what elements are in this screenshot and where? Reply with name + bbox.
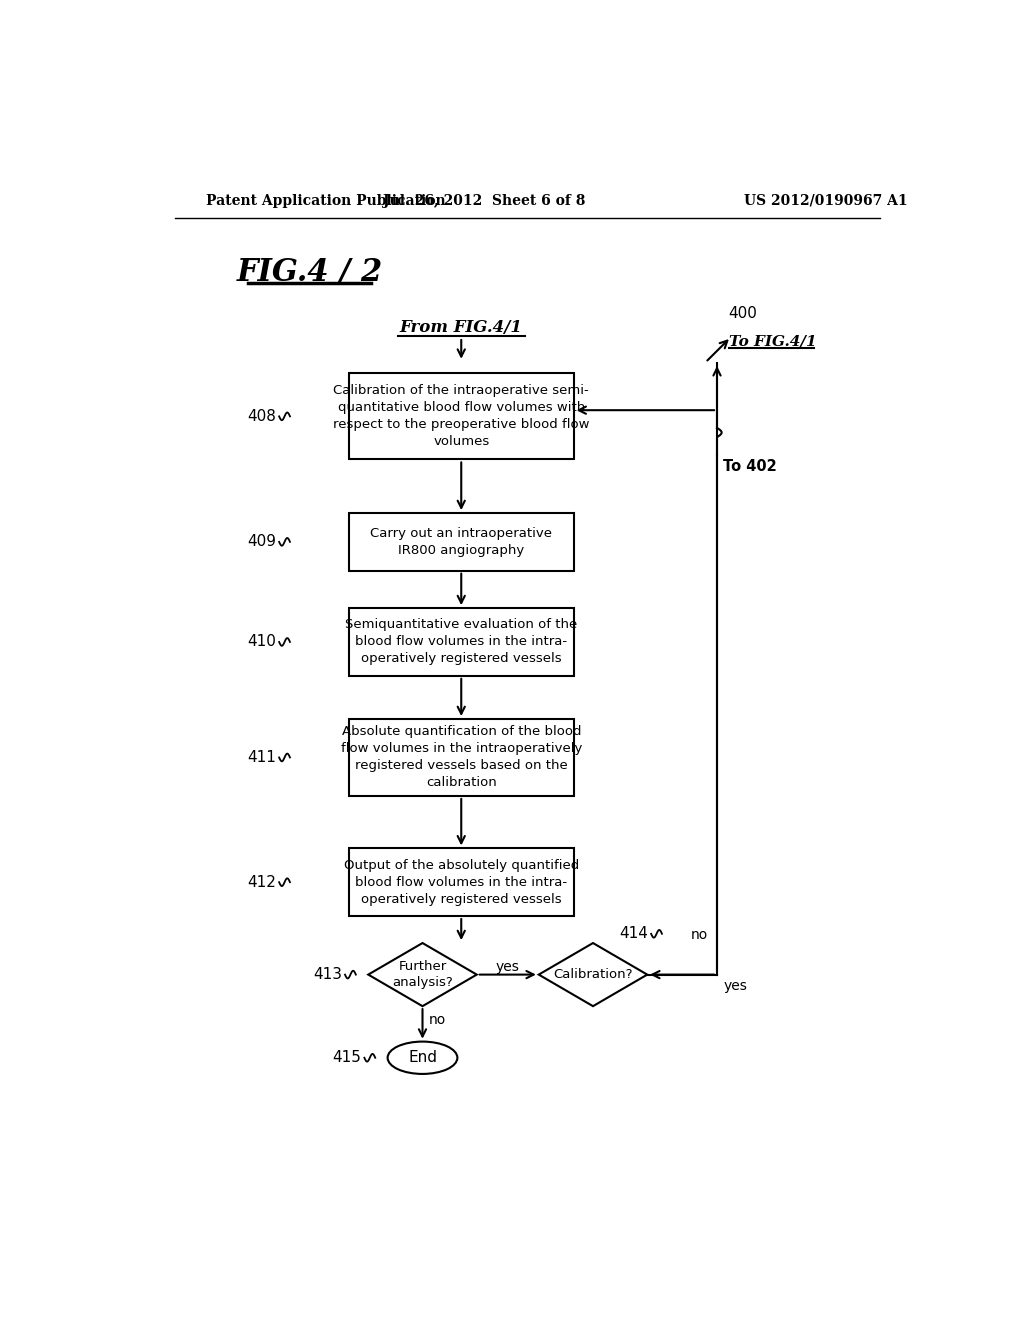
Text: Output of the absolutely quantified
blood flow volumes in the intra-
operatively: Output of the absolutely quantified bloo… xyxy=(344,859,579,906)
Text: Semiquantitative evaluation of the
blood flow volumes in the intra-
operatively : Semiquantitative evaluation of the blood… xyxy=(345,619,578,665)
Text: 410: 410 xyxy=(247,635,276,649)
Text: yes: yes xyxy=(723,979,748,993)
Bar xyxy=(349,719,573,796)
Text: 415: 415 xyxy=(333,1051,361,1065)
Text: Calibration of the intraoperative semi-
quantitative blood flow volumes with
res: Calibration of the intraoperative semi- … xyxy=(333,384,590,449)
Text: To FIG.4/1: To FIG.4/1 xyxy=(729,335,816,348)
Text: Jul. 26, 2012  Sheet 6 of 8: Jul. 26, 2012 Sheet 6 of 8 xyxy=(383,194,586,207)
Text: From FIG.4/1: From FIG.4/1 xyxy=(399,319,522,337)
Text: Calibration?: Calibration? xyxy=(553,968,633,981)
Text: 400: 400 xyxy=(729,306,758,322)
Text: Carry out an intraoperative
IR800 angiography: Carry out an intraoperative IR800 angiog… xyxy=(371,527,552,557)
Polygon shape xyxy=(369,942,477,1006)
Bar xyxy=(349,374,573,459)
Text: no: no xyxy=(690,928,708,942)
Text: 412: 412 xyxy=(247,875,276,890)
Ellipse shape xyxy=(388,1041,458,1074)
Text: no: no xyxy=(429,1012,445,1027)
Text: 408: 408 xyxy=(247,409,276,424)
Text: Patent Application Publication: Patent Application Publication xyxy=(206,194,445,207)
Bar xyxy=(349,609,573,676)
Text: FIG.4 / 2: FIG.4 / 2 xyxy=(237,257,383,288)
Text: 409: 409 xyxy=(247,535,276,549)
Text: 414: 414 xyxy=(620,927,648,941)
Text: US 2012/0190967 A1: US 2012/0190967 A1 xyxy=(743,194,907,207)
Text: End: End xyxy=(408,1051,437,1065)
Text: Further
analysis?: Further analysis? xyxy=(392,960,453,989)
Polygon shape xyxy=(539,942,647,1006)
Text: 411: 411 xyxy=(247,750,276,766)
Text: To 402: To 402 xyxy=(723,459,777,474)
Text: Absolute quantification of the blood
flow volumes in the intraoperatively
regist: Absolute quantification of the blood flo… xyxy=(341,726,582,789)
Text: 413: 413 xyxy=(313,968,342,982)
Bar xyxy=(349,513,573,570)
Bar xyxy=(349,849,573,916)
Text: yes: yes xyxy=(496,960,520,974)
